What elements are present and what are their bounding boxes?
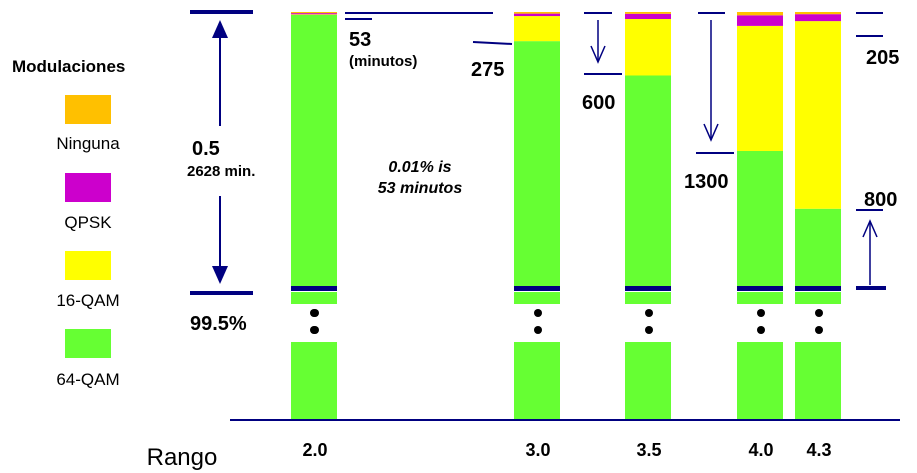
- break-dot-3.0-1: [534, 326, 542, 334]
- bar-segment-64-qam-3.5: [625, 75, 671, 290]
- x-tick-label-2.0: 2.0: [302, 440, 327, 460]
- legend-swatch-ninguna: [65, 95, 111, 124]
- value-1300: 1300: [684, 171, 729, 193]
- value-800: 800: [864, 189, 897, 211]
- break-dot-4.3-1: [815, 326, 823, 334]
- legend-label-64-qam: 64-QAM: [56, 370, 120, 389]
- bar-break-line-2.0: [291, 286, 337, 291]
- bar-base-4.3: [795, 342, 841, 420]
- x-tick-label-4.0: 4.0: [748, 440, 773, 460]
- x-tick-label-3.5: 3.5: [636, 440, 661, 460]
- bar-stub-3.0: [514, 292, 560, 304]
- bar-segment-ninguna-2.0: [291, 12, 337, 14]
- break-dot-3.5-1: [645, 326, 653, 334]
- bar-segment-qpsk-4.3: [795, 14, 841, 22]
- legend-label-16-qam: 16-QAM: [56, 291, 120, 310]
- bar-base-3.5: [625, 342, 671, 420]
- bar-base-4.0: [737, 342, 783, 420]
- bar-stub-4.0: [737, 292, 783, 304]
- x-tick-labels: 2.0 3.0 3.5 4.0 4.3: [302, 440, 831, 460]
- value-275: 275: [471, 59, 504, 81]
- bar-base-3.0: [514, 342, 560, 420]
- bar-segment-ninguna-4.0: [737, 12, 783, 16]
- break-dot-4.3-0: [815, 309, 823, 317]
- note-line-1: 0.01% is: [388, 159, 451, 176]
- value-53-unit: (minutos): [349, 53, 417, 70]
- legend-swatch-qpsk: [65, 173, 111, 202]
- bar-break-line-3.5: [625, 286, 671, 291]
- value-53: 53: [349, 29, 371, 51]
- legend-label-ninguna: Ninguna: [56, 134, 120, 153]
- bar-segment-16-qam-4.3: [795, 21, 841, 209]
- bar-segment-qpsk-3.0: [514, 13, 560, 17]
- break-dot-4.0-0: [757, 309, 765, 317]
- legend-swatch-16-qam: [65, 251, 111, 280]
- x-tick-label-4.3: 4.3: [806, 440, 831, 460]
- baseline-label: 99.5%: [190, 313, 247, 335]
- bar-break-line-3.0: [514, 286, 560, 291]
- legend-title: Modulaciones: [12, 57, 126, 76]
- bar-segment-ninguna-3.5: [625, 12, 671, 14]
- bar-stub-4.3: [795, 292, 841, 304]
- bar-segment-ninguna-4.3: [795, 12, 841, 15]
- bar-segment-ninguna-3.0: [514, 12, 560, 14]
- value-205: 205: [866, 47, 899, 69]
- bar-stub-3.5: [625, 292, 671, 304]
- connector-arrows: [590, 20, 878, 285]
- value-600: 600: [582, 92, 615, 114]
- break-dot-4.0-1: [757, 326, 765, 334]
- break-dot-3.0-0: [534, 309, 542, 317]
- bar-segment-16-qam-3.5: [625, 19, 671, 76]
- legend-label-qpsk: QPSK: [64, 213, 112, 232]
- break-dot-left-0: [310, 309, 318, 317]
- bar-break-line-4.0: [737, 286, 783, 291]
- bar-segment-16-qam-3.0: [514, 16, 560, 42]
- bar-segment-64-qam-4.0: [737, 151, 783, 290]
- bar-segment-16-qam-2.0: [291, 14, 337, 15]
- bar-base-2.0: [291, 342, 337, 420]
- bars-group: [291, 12, 841, 420]
- note-line-2: 53 minutos: [378, 180, 463, 197]
- legend-swatch-64-qam: [65, 329, 111, 358]
- bar-segment-16-qam-4.0: [737, 25, 783, 151]
- bar-segment-64-qam-2.0: [291, 14, 337, 290]
- break-dot-3.5-0: [645, 309, 653, 317]
- bar-segment-64-qam-4.3: [795, 208, 841, 290]
- left-minutes-label: 2628 min.: [187, 163, 255, 180]
- bar-segment-qpsk-3.5: [625, 13, 671, 20]
- bar-segment-64-qam-3.0: [514, 41, 560, 290]
- bar-break-line-4.3: [795, 286, 841, 291]
- connector-lines: [345, 12, 886, 290]
- x-axis-label: Rango: [147, 444, 218, 471]
- bar-segment-qpsk-2.0: [291, 13, 337, 15]
- break-dot-left-1: [310, 326, 318, 334]
- bar-segment-qpsk-4.0: [737, 15, 783, 26]
- x-tick-label-3.0: 3.0: [525, 440, 550, 460]
- left-value-label: 0.5: [192, 138, 220, 160]
- bar-stub-2.0: [291, 292, 337, 304]
- left-range-marker: [190, 10, 253, 295]
